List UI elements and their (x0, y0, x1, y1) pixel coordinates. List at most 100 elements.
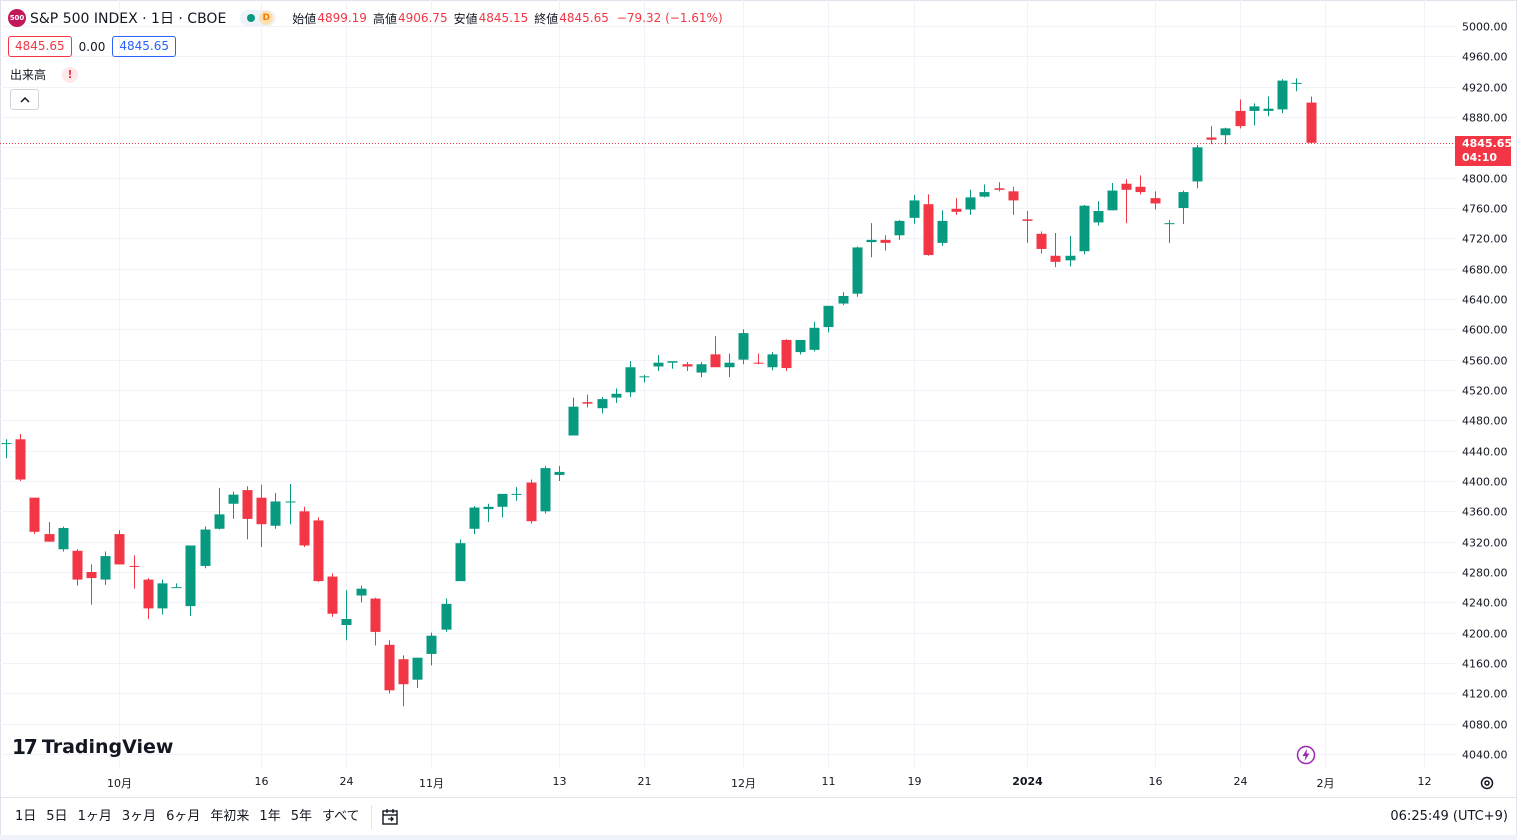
volume-indicator[interactable]: 出来高 ! (10, 66, 79, 83)
candle-body (1235, 110, 1246, 127)
calendar-goto-icon[interactable] (378, 805, 402, 829)
candle-body (1220, 128, 1231, 136)
candle-body (1206, 137, 1217, 140)
ohlc-values: 始値 4899.19 高値 4906.75 安値 4845.15 終値 4845… (292, 10, 722, 27)
clock-timezone[interactable]: 06:25:49 (UTC+9) (1390, 809, 1508, 824)
price-tick-label: 4680.00 (1462, 263, 1508, 276)
last-price-value: 4845.65 (1462, 137, 1513, 150)
price-tick-label: 4960.00 (1462, 50, 1508, 63)
bid-price[interactable]: 4845.65 (8, 36, 72, 57)
candle (1249, 103, 1260, 126)
candle (143, 578, 154, 620)
gear-icon[interactable] (1478, 774, 1496, 792)
price-tick-label: 4560.00 (1462, 354, 1508, 367)
range-5d-button[interactable]: 5日 (46, 809, 68, 824)
candle (1022, 211, 1033, 243)
lightning-icon[interactable] (1296, 745, 1316, 765)
candle (114, 530, 125, 565)
range-6m-button[interactable]: 6ヶ月 (166, 809, 201, 824)
legend-header[interactable]: 500 S&P 500 INDEX · 1日 · CBOE D 始値 4899.… (8, 8, 723, 28)
low-label: 安値 (453, 11, 478, 26)
candle-body (200, 529, 211, 566)
price-tick-label: 4080.00 (1462, 718, 1508, 731)
candle (1065, 236, 1076, 267)
toolbar-divider (370, 805, 372, 829)
range-1y-button[interactable]: 1年 (259, 809, 281, 824)
candle (880, 235, 891, 251)
candle (341, 590, 352, 641)
candle (568, 397, 579, 436)
price-tick-label: 4600.00 (1462, 323, 1508, 336)
candle (724, 353, 735, 378)
candle (185, 545, 196, 616)
candle-body (625, 367, 636, 393)
candle (44, 521, 55, 542)
candle (1164, 220, 1175, 243)
candle (951, 198, 962, 215)
candle (597, 396, 608, 414)
candle (214, 487, 225, 530)
candle (809, 321, 820, 352)
range-ytd-button[interactable]: 年初来 (210, 809, 250, 824)
candle-body (1263, 108, 1274, 111)
candle-body (412, 657, 423, 680)
candle-body (72, 550, 83, 580)
candle (838, 292, 849, 306)
candle-body (682, 364, 693, 367)
candle-body (214, 514, 225, 529)
candle (937, 210, 948, 246)
candle-body (58, 528, 69, 550)
candle-body (129, 565, 140, 567)
candle (412, 657, 423, 689)
candle-body (1121, 183, 1132, 190)
candle-body (909, 200, 920, 218)
candle (1008, 186, 1019, 215)
time-tick-label: 12 (1417, 775, 1432, 788)
candle-body (540, 468, 551, 512)
price-tick-label: 4200.00 (1462, 627, 1508, 640)
price-tick-label: 4280.00 (1462, 566, 1508, 579)
range-1d-button[interactable]: 1日 (15, 809, 37, 824)
candle-body (994, 188, 1005, 190)
candle (200, 526, 211, 569)
candle (526, 479, 537, 524)
price-tick-label: 4400.00 (1462, 475, 1508, 488)
candle (455, 539, 466, 582)
range-all-button[interactable]: すべて (321, 809, 360, 824)
candle-body (866, 239, 877, 243)
candle (72, 549, 83, 586)
candle-body (1277, 80, 1288, 110)
time-tick-label: 21 (637, 775, 652, 788)
candle (639, 374, 650, 383)
candle (554, 465, 565, 481)
range-1m-button[interactable]: 1ヶ月 (77, 809, 112, 824)
candle-body (838, 295, 849, 304)
candle-body (738, 333, 749, 360)
range-5y-button[interactable]: 5年 (290, 809, 312, 824)
candle (894, 220, 905, 240)
candle (129, 555, 140, 589)
candle-body (100, 556, 111, 580)
candle-body (384, 644, 395, 691)
market-status[interactable]: D (240, 10, 277, 26)
candle-body (795, 339, 806, 353)
ask-price[interactable]: 4845.65 (112, 36, 176, 57)
candle-body (1065, 255, 1076, 261)
candle (710, 336, 721, 368)
range-3m-button[interactable]: 3ヶ月 (121, 809, 157, 824)
chart-plot[interactable] (0, 0, 1517, 797)
price-tick-label: 4520.00 (1462, 384, 1508, 397)
price-tick-label: 4640.00 (1462, 293, 1508, 306)
price-tick-label: 4160.00 (1462, 657, 1508, 670)
exclamation-icon[interactable]: ! (62, 66, 79, 83)
candle-body (1093, 211, 1104, 223)
candle (327, 573, 338, 617)
time-tick-label: 16 (1148, 775, 1163, 788)
collapse-legend-button[interactable] (10, 89, 39, 110)
candle-body (1150, 198, 1161, 204)
tradingview-logo[interactable]: 17 TradingView (12, 735, 173, 759)
candle-body (256, 497, 267, 525)
candle (1306, 96, 1317, 144)
symbol-title[interactable]: S&P 500 INDEX · 1日 · CBOE (30, 11, 227, 27)
candle (1050, 233, 1061, 268)
